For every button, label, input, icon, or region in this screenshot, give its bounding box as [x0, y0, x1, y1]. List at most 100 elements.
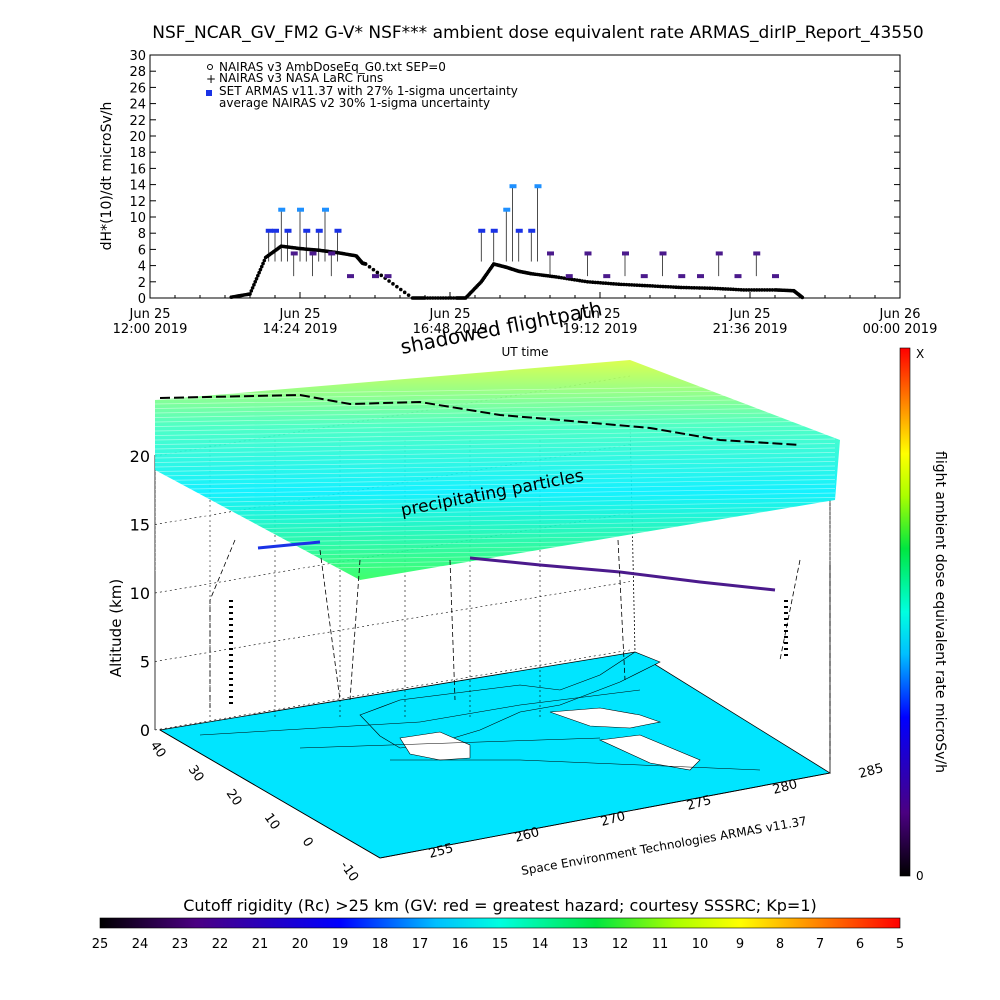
- nairas-v3-point: [262, 258, 267, 263]
- hatch-line: [154, 452, 836, 463]
- altitude-dot: [229, 600, 233, 602]
- y-tick-label: 8: [138, 227, 146, 242]
- rigidity-tick-label: 15: [492, 937, 509, 952]
- gulf-area: [399, 731, 471, 761]
- armas-point: [534, 184, 542, 189]
- hatch-line: [154, 506, 836, 517]
- colorbar-bottom-label: 0: [916, 869, 924, 883]
- nairas-v3-point: [702, 286, 707, 290]
- armas-point: [265, 228, 273, 233]
- nairas-v3-point: [736, 287, 741, 292]
- longitude-axis: 255 260 270 275 280 285: [427, 761, 885, 862]
- armas-point: [284, 228, 292, 233]
- nairas-v3-point: [433, 296, 438, 300]
- altitude-dot: [229, 630, 233, 632]
- nairas-v3-point: [721, 287, 725, 291]
- altitude-dot: [229, 606, 233, 608]
- hatch-line: [154, 434, 836, 445]
- rigidity-tick-label: 24: [132, 937, 149, 952]
- nairas-v3-point: [731, 287, 736, 292]
- rigidity-tick-label: 7: [816, 937, 824, 952]
- y-tick-label: 28: [129, 65, 146, 80]
- nairas-v3-point: [760, 288, 764, 292]
- nairas-v3-point: [603, 281, 608, 286]
- nairas-v3-point: [428, 296, 433, 300]
- nairas-v3-point: [252, 283, 256, 287]
- grid-line-horizontal: [154, 581, 631, 662]
- armas-point: [528, 228, 536, 233]
- hatch-line: [154, 551, 836, 562]
- legend-marker-square: [206, 90, 212, 96]
- nairas-v3-point: [632, 283, 637, 287]
- nairas-v3-point: [619, 282, 624, 287]
- hatch-line: [154, 510, 836, 522]
- hatch-line: [154, 542, 836, 553]
- z-tick-label: 15: [130, 516, 150, 535]
- nairas-v3-point: [734, 287, 738, 292]
- nairas-v3-point: [596, 280, 600, 285]
- altitude-dot: [229, 624, 233, 626]
- sea-area: [549, 707, 662, 729]
- nairas-v3-point: [671, 285, 676, 289]
- colorbar-right-title: flight ambient dose equivalent rate micr…: [932, 451, 948, 773]
- nairas-v3-point: [705, 286, 710, 290]
- altitude-dot: [784, 630, 788, 632]
- colorbar-bottom-title: Cutoff rigidity (Rc) >25 km (GV: red = g…: [183, 896, 817, 915]
- y-tick-label: 18: [129, 146, 146, 161]
- altitude-dot: [784, 618, 788, 620]
- hatch-line: [154, 515, 836, 526]
- nairas-v3-point: [395, 284, 399, 289]
- nairas-v3-point: [614, 282, 618, 286]
- rigidity-colorbar: [99, 917, 901, 929]
- nairas-v3-point: [713, 286, 717, 291]
- altitude-dot: [229, 648, 233, 650]
- altitude-dot: [229, 666, 233, 668]
- hatch-line: [154, 461, 836, 472]
- nairas-v3-point: [398, 287, 403, 292]
- nairas-v3-point: [682, 285, 686, 290]
- hatch-line: [154, 456, 836, 468]
- nairas-v3-point: [431, 296, 435, 300]
- latitude-tick-label: 30: [185, 763, 207, 785]
- nairas-v2-point: [565, 274, 573, 279]
- nairas-v3-point: [629, 283, 634, 287]
- shadowed-flightpath: [159, 393, 801, 446]
- flight-track-high: [257, 540, 321, 550]
- nairas-v2-point: [603, 274, 611, 279]
- altitude-dot: [784, 624, 788, 626]
- hatch-line: [154, 398, 836, 409]
- dose-colorbar: [899, 347, 911, 877]
- latitude-tick-label: 20: [223, 787, 245, 809]
- rigidity-tick-label: 12: [612, 937, 629, 952]
- z-tick-label: 0: [140, 721, 150, 740]
- nairas-v3-point: [640, 283, 644, 288]
- armas-point: [334, 228, 342, 233]
- longitude-tick-label: 270: [599, 809, 627, 830]
- hatch-line: [154, 429, 836, 441]
- nairas-v3-point: [710, 286, 715, 291]
- armas-point: [297, 207, 304, 212]
- longitude-tick-label: 280: [771, 777, 799, 798]
- pacific-area: [598, 734, 701, 771]
- nairas-v3-point: [254, 276, 259, 281]
- nairas-v2-point: [753, 251, 761, 256]
- nairas-v3-point: [653, 284, 658, 288]
- hatch-line: [154, 492, 836, 504]
- nairas-v2-point: [547, 251, 554, 256]
- nairas-v3-point: [425, 296, 430, 300]
- armas-point: [315, 228, 323, 233]
- y-tick-label: 20: [129, 130, 146, 145]
- nairas-v3-point: [249, 289, 254, 293]
- rigidity-colorbar-ticks: 25 24 23 22 21 20 19 18 17 16 15 14 13 12 11 10 9 8 7 6 5: [92, 937, 904, 952]
- nairas-v3-point: [739, 287, 743, 292]
- nairas-v3-point: [379, 273, 384, 278]
- rigidity-tick-label: 11: [652, 937, 669, 952]
- rigidity-tick-label: 13: [572, 937, 589, 952]
- y-tick-label: 0: [138, 292, 146, 307]
- altitude-dot: [229, 702, 233, 704]
- rigidity-tick-label: 25: [92, 937, 109, 952]
- x-axis-label: UT time: [501, 345, 548, 359]
